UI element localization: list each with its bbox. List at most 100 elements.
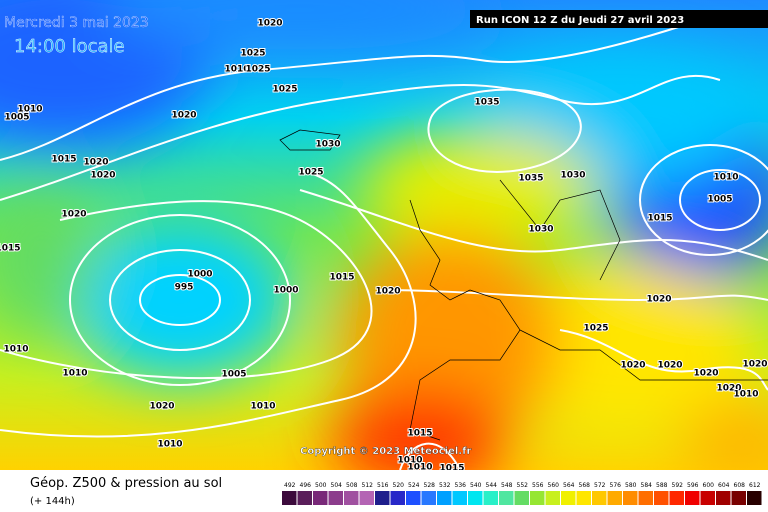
scale-label: 544 — [486, 482, 498, 489]
isobar-label: 1015 — [439, 464, 464, 474]
run-box — [470, 10, 768, 28]
isobar-label: 1000 — [187, 270, 212, 280]
scale-swatch — [468, 491, 483, 505]
scale-swatch — [359, 491, 374, 505]
height-field — [0, 0, 768, 470]
isobar-label: 1030 — [528, 225, 553, 235]
scale-swatch — [638, 491, 653, 505]
scale-label: 612 — [749, 482, 761, 489]
scale-label: 492 — [284, 482, 296, 489]
scale-swatch — [561, 491, 576, 505]
scale-label: 556 — [532, 482, 544, 489]
scale-label: 516 — [377, 482, 389, 489]
isobar-label: 1025 — [272, 85, 297, 95]
scale-swatch — [375, 491, 390, 505]
scale-swatch — [530, 491, 545, 505]
copyright: Copyright © 2023 Meteociel.fr — [300, 446, 471, 457]
isobar-label: 1020 — [171, 111, 196, 121]
legend-title: Géop. Z500 & pression au sol — [30, 476, 222, 491]
scale-label: 576 — [610, 482, 622, 489]
scale-label: 548 — [501, 482, 513, 489]
isobar-label: 1025 — [245, 65, 270, 75]
scale-label: 568 — [579, 482, 591, 489]
scale-swatch — [576, 491, 591, 505]
isobar-label: 1020 — [90, 171, 115, 181]
isobar-label: 1000 — [273, 286, 298, 296]
isobar-label: 1020 — [693, 369, 718, 379]
isobar-label: 1005 — [221, 370, 246, 380]
scale-label: 592 — [672, 482, 684, 489]
isobar-label: 1020 — [716, 384, 741, 394]
isobar-label: 1015 — [329, 273, 354, 283]
isobar-label: 1020 — [83, 158, 108, 168]
scale-swatch — [669, 491, 684, 505]
scale-swatch — [685, 491, 700, 505]
isobar-label: 1020 — [375, 287, 400, 297]
scale-label: 588 — [656, 482, 668, 489]
isobar-label: 1030 — [560, 171, 585, 181]
scale-swatch — [313, 491, 328, 505]
scale-label: 600 — [703, 482, 715, 489]
isobar-label: 1015 — [407, 429, 432, 439]
scale-label: 528 — [424, 482, 436, 489]
scale-label: 604 — [718, 482, 730, 489]
isobar-label: 1020 — [620, 361, 645, 371]
scale-swatch — [328, 491, 343, 505]
scale-label: 552 — [517, 482, 529, 489]
scale-label: 560 — [548, 482, 560, 489]
isobar-label: 1010 — [250, 402, 275, 412]
scale-swatch — [344, 491, 359, 505]
isobar-label: 1015 — [51, 155, 76, 165]
date: Mercredi 3 mai 2023 — [4, 15, 149, 31]
scale-label: 520 — [393, 482, 405, 489]
isobar-label: 1015 — [0, 244, 21, 254]
scale-swatch — [483, 491, 498, 505]
scale-swatch — [390, 491, 405, 505]
scale-swatch — [700, 491, 715, 505]
isobar-label: 1020 — [742, 360, 767, 370]
color-scale: 492 496 500 504 508 512 516 520 524 528 532 536 540 5… — [282, 482, 762, 505]
isobar-label: 1010 — [733, 390, 758, 400]
scale-label: 580 — [625, 482, 637, 489]
isobar-label: 1010 — [224, 65, 249, 75]
scale-label: 500 — [315, 482, 327, 489]
isobar-label: 1020 — [61, 210, 86, 220]
isobar-label: 1010 — [713, 173, 738, 183]
isobar-label: 1035 — [474, 98, 499, 108]
scale-label: 524 — [408, 482, 420, 489]
scale-label: 508 — [346, 482, 358, 489]
isobar-label: 1010 — [62, 369, 87, 379]
scale-label: 564 — [563, 482, 575, 489]
scale-label: 536 — [455, 482, 467, 489]
isobar-label: 1010 — [157, 440, 182, 450]
isobar-label: 1020 — [149, 402, 174, 412]
isobar-label: 1005 — [707, 195, 732, 205]
scale-swatch — [654, 491, 669, 505]
scale-swatch — [452, 491, 467, 505]
scale-swatch — [437, 491, 452, 505]
isobar-label: 1025 — [583, 324, 608, 334]
isobar-label: 1030 — [315, 140, 340, 150]
scale-label: 596 — [687, 482, 699, 489]
scale-swatch — [406, 491, 421, 505]
time: 14:00 locale — [14, 36, 125, 57]
isobar-label: 1025 — [240, 49, 265, 59]
scale-label: 496 — [300, 482, 312, 489]
isobar-label: 995 — [175, 283, 194, 293]
isobars — [0, 19, 768, 470]
isobar-label: 1010 — [3, 345, 28, 355]
scale-swatch — [592, 491, 607, 505]
legend-subtitle: (+ 144h) — [30, 496, 75, 507]
isobar-label: 1010 — [17, 105, 42, 115]
scale-swatch — [545, 491, 560, 505]
scale-label: 608 — [734, 482, 746, 489]
isobar-label: 1015 — [647, 214, 672, 224]
scale-label: 512 — [362, 482, 374, 489]
scale-swatch — [716, 491, 731, 505]
isobar-label: 1020 — [657, 361, 682, 371]
isobar-label: 1020 — [646, 295, 671, 305]
scale-label: 532 — [439, 482, 451, 489]
